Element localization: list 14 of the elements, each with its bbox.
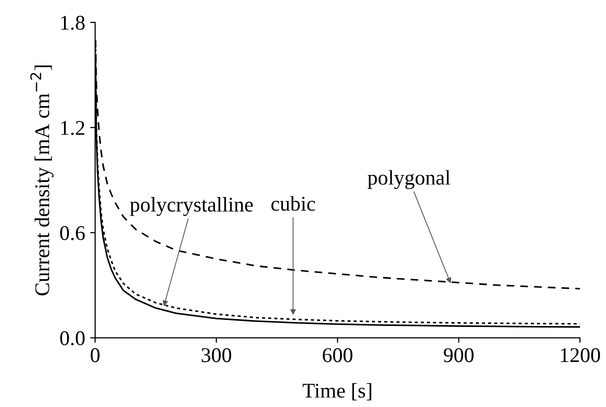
y-tick-label: 0.6 xyxy=(60,226,85,240)
y-tick-label: 0.0 xyxy=(60,331,85,346)
x-axis-title: Time [s] xyxy=(302,383,372,400)
x-tick-label: 0 xyxy=(90,348,100,362)
y-axis-title: Current density [mA cm$^{−2}$] xyxy=(30,66,54,296)
x-tick-label: 600 xyxy=(322,348,352,362)
x-tick-label: 900 xyxy=(444,348,474,362)
x-tick-label: 300 xyxy=(202,348,232,362)
annotation: polygonal xyxy=(368,170,450,190)
y-tick-label: 1.2 xyxy=(61,120,84,136)
annotation: polycrystalline xyxy=(130,197,253,216)
x-tick-label: 1200 xyxy=(560,348,600,362)
y-tick-label: 1.8 xyxy=(61,16,85,30)
annotation: cubic xyxy=(271,196,316,211)
